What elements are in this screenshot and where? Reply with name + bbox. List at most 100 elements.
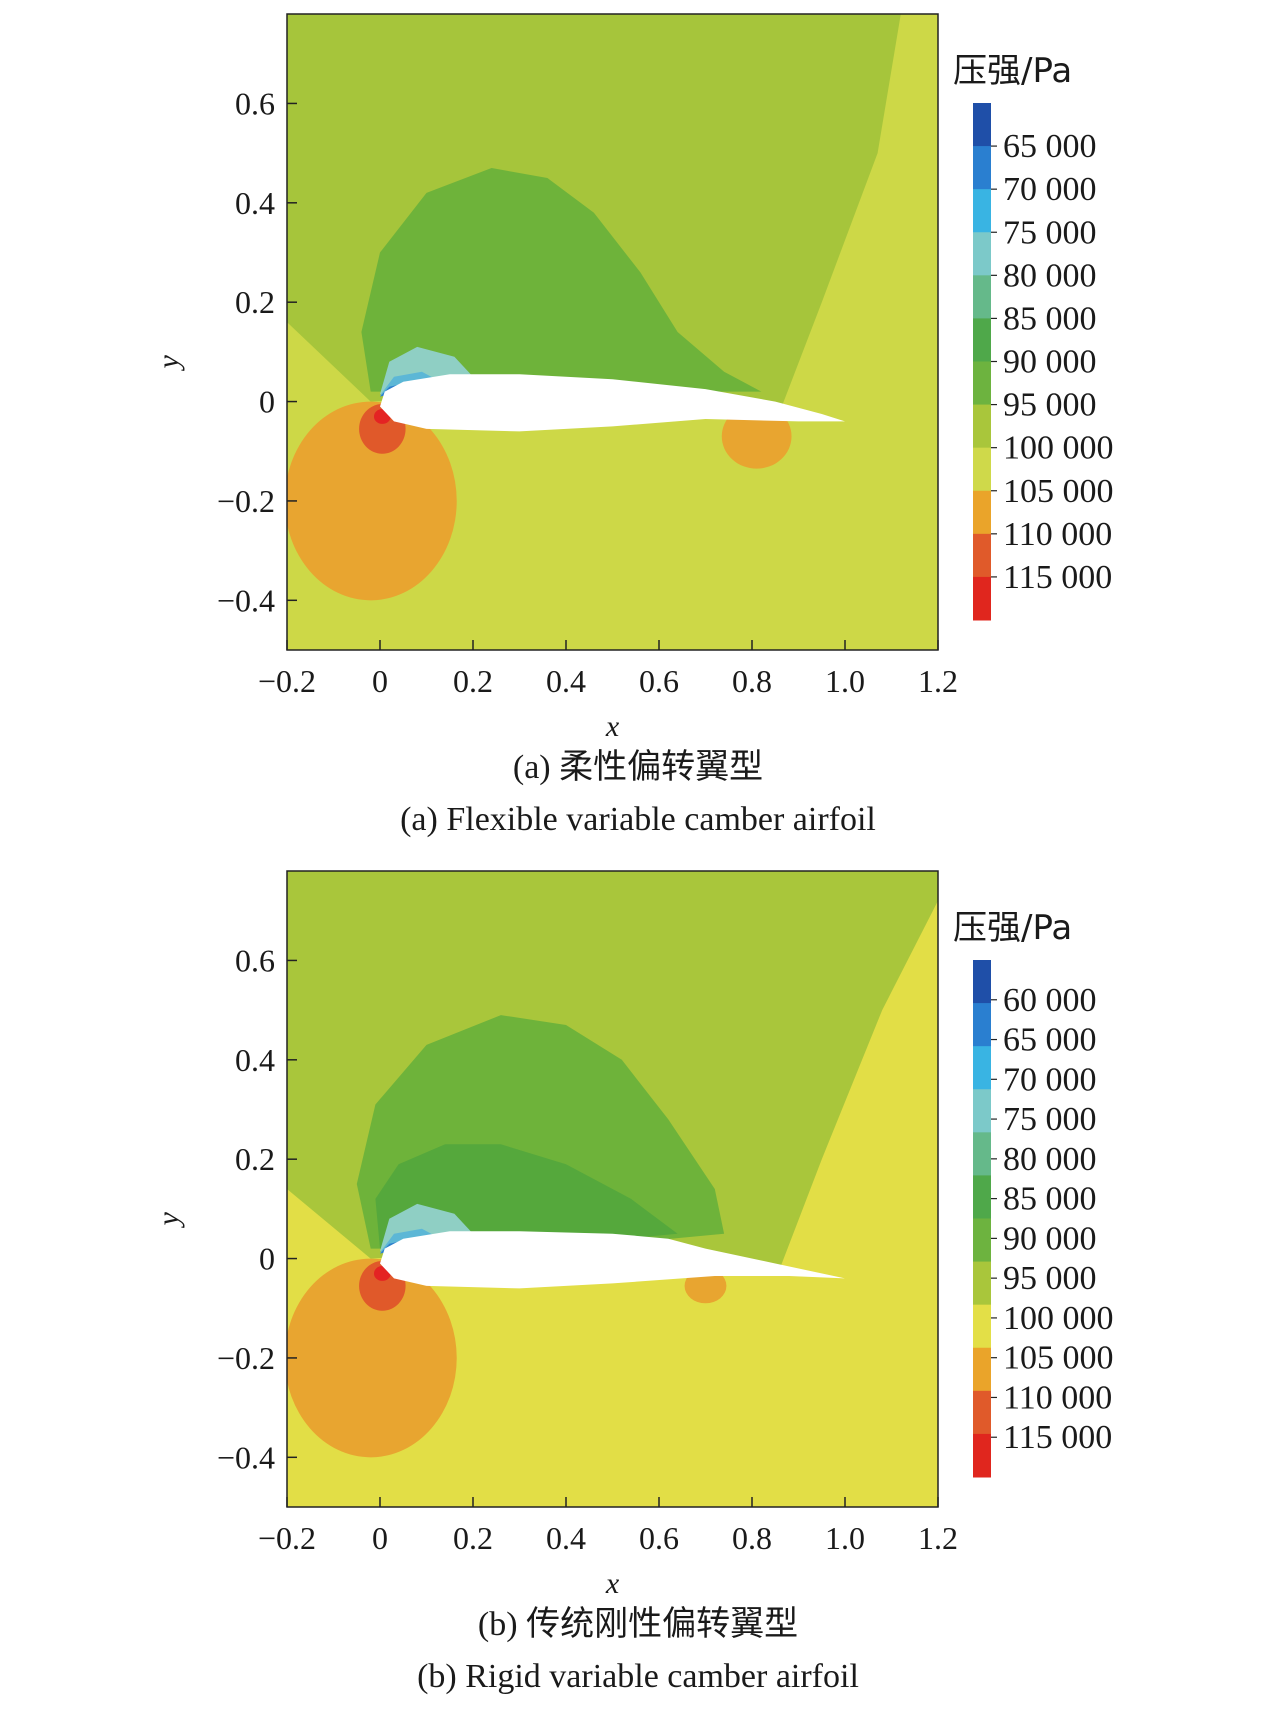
legend-label: 100 000 [1003,430,1114,467]
legend-swatch [973,232,991,276]
y-tick-label: 0.6 [235,85,275,121]
y-tick-label: −0.2 [217,483,275,519]
x-tick-label: 1.0 [825,1520,865,1556]
legend-swatch [973,146,991,190]
legend-label: 90 000 [1003,1220,1097,1257]
legend-swatch [973,1132,991,1176]
x-tick-label: 0.8 [732,1520,772,1556]
y-tick-label: −0.2 [217,1340,275,1376]
legend: 压强/Pa 65 000 70 000 75 000 80 000 85 000 90 00… [953,51,1114,621]
legend-label: 85 000 [1003,1181,1097,1218]
x-axis-label: x [605,1567,620,1600]
legend-swatch [973,576,991,621]
legend-label: 100 000 [1003,1300,1114,1337]
legend-swatch [973,103,991,147]
x-tick-label: 0.2 [453,1520,493,1556]
x-tick-label: 1.0 [825,663,865,699]
x-tick-label: 0 [372,663,388,699]
contour-chart-b: −0.2 0 0.2 0.4 0.6 0.8 1.0 1.2 −0.4 −0.2 0 0.2 0.4 0.… [152,870,1114,1600]
legend-label: 80 000 [1003,257,1097,294]
legend-swatch [973,1089,991,1133]
contour-chart-a: −0.2 0 0.2 0.4 0.6 0.8 1.0 1.2 −0.4 −0.2 0 0.2 0.4 0.… [152,13,1114,743]
legend-label: 60 000 [1003,982,1097,1019]
x-tick-label: 0.6 [639,1520,679,1556]
legend-swatch [973,490,991,535]
airfoil-shape [380,1231,845,1289]
legend-swatch [973,447,991,492]
legend-label: 105 000 [1003,1340,1114,1377]
pressure-region-suction [361,168,762,392]
legend-label: 90 000 [1003,344,1097,381]
legend-swatch [973,318,991,362]
legend-label: 65 000 [1003,1022,1097,1059]
panel-a: −0.2 0 0.2 0.4 0.6 0.8 1.0 1.2 −0.4 −0.2 0 0.2 0.4 0.… [0,0,1276,857]
plot-frame [286,870,939,1508]
legend-swatch [973,1433,991,1478]
caption-cn-a: (a) 柔性偏转翼型 [512,749,764,786]
legend-swatch [973,1304,991,1349]
y-tick-label: 0.2 [235,1141,275,1177]
legend-label: 115 000 [1003,1419,1112,1456]
high-pressure-zone [287,1258,457,1458]
x-tick-label: 0.2 [453,663,493,699]
legend-swatch [973,533,991,578]
y-tick-label: −0.4 [217,582,275,618]
y-axis-label: y [152,354,185,371]
legend-swatch [973,1046,991,1090]
caption-en-a: (a) Flexible variable camber airfoil [400,801,876,838]
legend-label: 75 000 [1003,1101,1097,1138]
contour-field [287,871,938,1507]
legend-label: 65 000 [1003,128,1097,165]
plot-frame [286,13,939,651]
legend-title: 压强/Pa [953,908,1072,948]
legend-label: 70 000 [1003,1061,1097,1098]
legend-label: 80 000 [1003,1141,1097,1178]
caption-en-b: (b) Rigid variable camber airfoil [417,1658,859,1695]
y-axis-label: y [152,1211,185,1228]
caption-cn-b: (b) 传统刚性偏转翼型 [477,1606,799,1643]
x-tick-label: 0.4 [546,663,586,699]
y-tick-label: 0.4 [235,1042,275,1078]
legend-swatch [973,1175,991,1219]
legend-label: 95 000 [1003,387,1097,424]
legend-swatch [973,1003,991,1047]
y-tick-label: 0 [259,1241,275,1277]
legend-swatch [973,361,991,406]
high-pressure-zone [287,401,457,601]
legend-swatch [973,1390,991,1435]
legend-label: 115 000 [1003,559,1112,596]
legend-swatch [973,189,991,233]
legend-swatch [973,1261,991,1306]
y-tick-label: 0.6 [235,942,275,978]
x-tick-label: 1.2 [918,663,958,699]
x-tick-label: 0.6 [639,663,679,699]
x-tick-label: 0.8 [732,663,772,699]
x-axis-label: x [605,710,620,743]
panel-b: −0.2 0 0.2 0.4 0.6 0.8 1.0 1.2 −0.4 −0.2 0 0.2 0.4 0.… [0,857,1276,1714]
legend-swatch [973,1347,991,1392]
legend-label: 110 000 [1003,1379,1112,1416]
y-tick-label: 0 [259,384,275,420]
legend-label: 70 000 [1003,171,1097,208]
legend-label: 110 000 [1003,516,1112,553]
legend-swatch [973,275,991,319]
y-tick-label: 0.2 [235,284,275,320]
x-tick-label: −0.2 [258,663,316,699]
y-tick-label: −0.4 [217,1439,275,1475]
y-tick-label: 0.4 [235,185,275,221]
contour-field [287,14,938,650]
legend-label: 75 000 [1003,214,1097,251]
x-tick-label: 1.2 [918,1520,958,1556]
legend-title: 压强/Pa [953,51,1072,91]
legend-swatch [973,1218,991,1263]
x-tick-label: −0.2 [258,1520,316,1556]
legend-label: 85 000 [1003,300,1097,337]
legend-swatch [973,960,991,1004]
airfoil-shape [380,374,845,432]
legend-swatch [973,404,991,449]
legend-label: 95 000 [1003,1260,1097,1297]
legend-label: 105 000 [1003,473,1114,510]
x-tick-label: 0 [372,1520,388,1556]
x-tick-label: 0.4 [546,1520,586,1556]
